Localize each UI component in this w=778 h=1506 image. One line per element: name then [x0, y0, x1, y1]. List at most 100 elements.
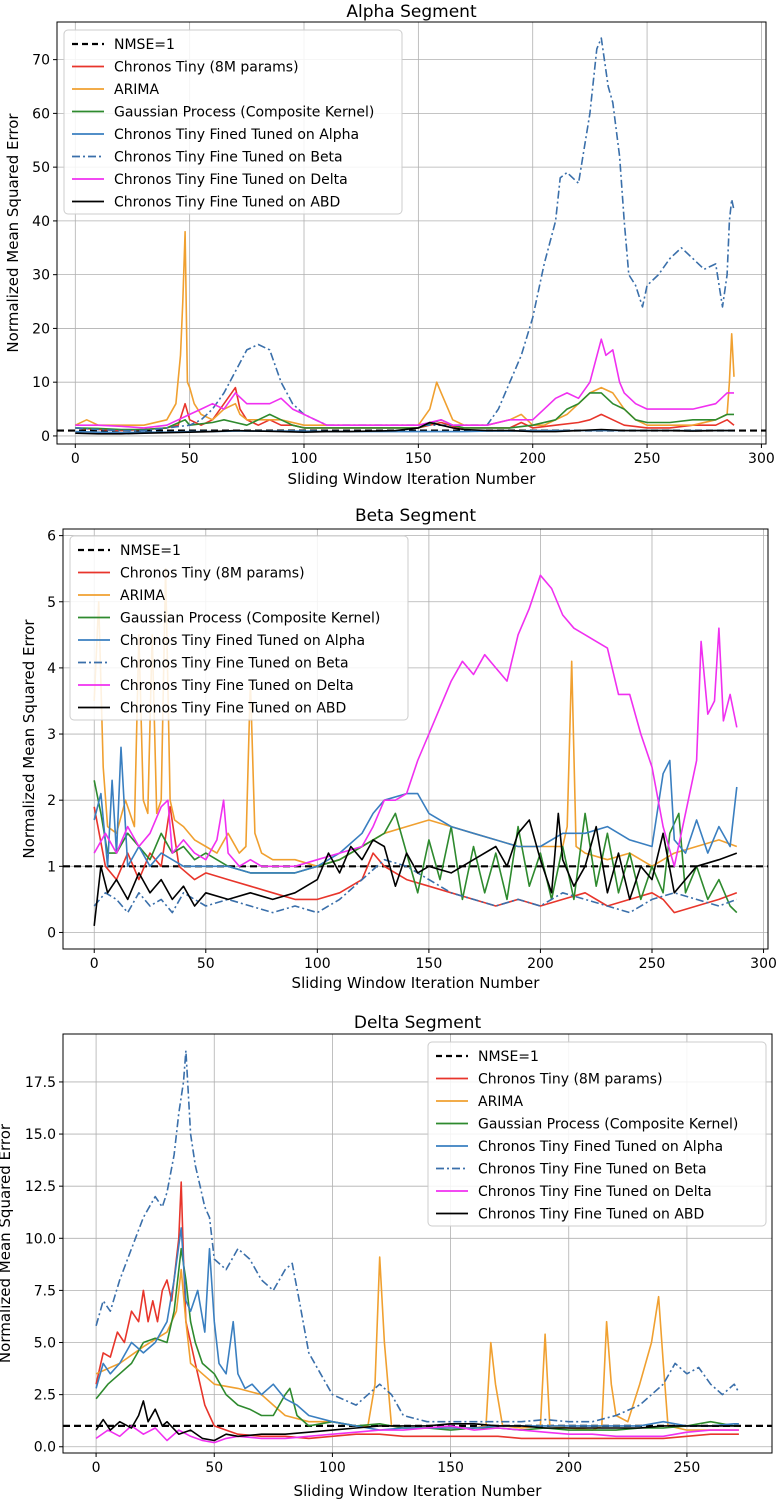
y-tick-label: 4 — [47, 661, 56, 677]
x-tick-label: 0 — [92, 1460, 101, 1476]
y-tick-label: 0.0 — [34, 1440, 56, 1456]
legend-label-3: Gaussian Process (Composite Kernel) — [478, 1117, 738, 1133]
legend-label-7: Chronos Tiny Fine Tuned on ABD — [478, 1207, 704, 1223]
y-tick-label: 2.5 — [34, 1388, 56, 1404]
x-tick-label: 150 — [437, 1460, 464, 1476]
chart-1: 0 50 100 150 200 250 300 0 1 2 3 4 5 6 Beta Segment Sli… — [20, 506, 777, 992]
x-tick-label: 250 — [639, 956, 666, 972]
y-tick-label: 0 — [41, 429, 50, 445]
x-tick-label: 250 — [634, 451, 661, 467]
x-tick-label: 50 — [181, 451, 199, 467]
legend-label-4: Chronos Tiny Fined Tuned on Alpha — [120, 633, 365, 649]
legend: NMSE=1 Chronos Tiny (8M params) ARIMA Gauss… — [63, 29, 403, 215]
legend-label-6: Chronos Tiny Fine Tuned on Delta — [120, 678, 354, 694]
legend-label-3: Gaussian Process (Composite Kernel) — [114, 105, 374, 121]
plot-frame — [62, 528, 769, 950]
series-line-6 — [95, 1400, 739, 1442]
y-axis-label: Normalized Mean Squared Error — [4, 113, 22, 353]
series-line-3 — [93, 746, 738, 874]
y-tick-label: 70 — [32, 53, 50, 69]
chart-2: 0 50 100 150 200 250 0.0 2.5 5.0 7.5 10.0 12.5 15.0 1… — [0, 1013, 773, 1500]
x-axis-label: Sliding Window Iteration Number — [288, 470, 537, 488]
y-tick-label: 2 — [47, 793, 56, 809]
y-tick-label: 5.0 — [34, 1336, 56, 1352]
y-tick-label: 5 — [47, 595, 56, 611]
legend-label-1: Chronos Tiny (8M params) — [478, 1072, 663, 1088]
legend-label-3: Gaussian Process (Composite Kernel) — [120, 611, 380, 627]
y-tick-label: 30 — [32, 268, 50, 284]
x-tick-label: 150 — [405, 451, 432, 467]
plot-frame — [56, 21, 767, 445]
y-tick-label: 0 — [47, 925, 56, 941]
y-tick-label: 20 — [32, 321, 50, 337]
x-tick-label: 50 — [205, 1460, 223, 1476]
legend-box — [69, 535, 409, 721]
series-line-2 — [93, 780, 738, 914]
legend-label-6: Chronos Tiny Fine Tuned on Delta — [114, 172, 348, 188]
legend-label-4: Chronos Tiny Fined Tuned on Alpha — [478, 1139, 723, 1155]
legend-label-1: Chronos Tiny (8M params) — [120, 566, 305, 582]
legend-label-2: ARIMA — [114, 82, 160, 98]
series-line-1 — [95, 1256, 739, 1431]
series-group — [93, 567, 738, 926]
legend-box — [63, 29, 403, 215]
series-line-4 — [75, 37, 735, 432]
x-tick-label: 200 — [519, 451, 546, 467]
legend-label-4: Chronos Tiny Fined Tuned on Alpha — [114, 127, 359, 143]
series-line-4 — [93, 858, 738, 914]
y-axis-label: Normalized Mean Squared Error — [20, 619, 38, 859]
y-tick-label: 10.0 — [25, 1231, 56, 1247]
legend-label-5: Chronos Tiny Fine Tuned on Beta — [478, 1162, 707, 1178]
chart-0: 0 50 100 150 200 250 300 0 10 20 30 40 50 60 70 Alpha S… — [4, 2, 775, 488]
series-group — [74, 37, 735, 435]
y-tick-label: 3 — [47, 727, 56, 743]
legend-label-5: Chronos Tiny Fine Tuned on Beta — [120, 656, 349, 672]
chart-title: Beta Segment — [355, 506, 476, 526]
y-tick-label: 10 — [32, 375, 50, 391]
series-line-6 — [93, 812, 738, 926]
x-tick-label: 100 — [291, 451, 318, 467]
y-tick-label: 1 — [47, 859, 56, 875]
series-line-4 — [95, 1049, 740, 1423]
series-line-0 — [95, 1181, 739, 1440]
legend-label-7: Chronos Tiny Fine Tuned on ABD — [114, 195, 340, 211]
x-tick-label: 150 — [416, 956, 443, 972]
y-axis-label: Normalized Mean Squared Error — [0, 1123, 14, 1363]
series-line-1 — [93, 567, 738, 868]
y-tick-label: 40 — [32, 214, 50, 230]
x-tick-label: 0 — [71, 451, 80, 467]
x-tick-label: 200 — [527, 956, 554, 972]
plot-frame — [62, 1033, 773, 1454]
y-tick-label: 12.5 — [25, 1179, 56, 1195]
series-line-2 — [75, 392, 734, 431]
legend-label-2: ARIMA — [120, 588, 166, 604]
series-line-5 — [75, 338, 734, 429]
x-tick-label: 300 — [750, 956, 777, 972]
x-tick-label: 200 — [555, 1460, 582, 1476]
x-tick-label: 100 — [319, 1460, 346, 1476]
x-tick-label: 250 — [674, 1460, 701, 1476]
series-group — [95, 1049, 740, 1444]
series-line-3 — [95, 1227, 739, 1431]
x-tick-label: 50 — [197, 956, 215, 972]
y-tick-label: 17.5 — [25, 1075, 56, 1091]
x-axis-label: Sliding Window Iteration Number — [294, 1482, 543, 1500]
series-line-6 — [75, 421, 734, 435]
legend: NMSE=1 Chronos Tiny (8M params) ARIMA Gauss… — [427, 1041, 767, 1227]
y-tick-label: 60 — [32, 106, 50, 122]
series-line-2 — [95, 1247, 739, 1431]
x-tick-label: 0 — [90, 956, 99, 972]
legend-label-5: Chronos Tiny Fine Tuned on Beta — [114, 150, 343, 166]
legend-label-6: Chronos Tiny Fine Tuned on Delta — [478, 1184, 712, 1200]
y-tick-label: 15.0 — [25, 1127, 56, 1143]
legend-label-1: Chronos Tiny (8M params) — [114, 60, 299, 76]
chart-title: Alpha Segment — [346, 2, 477, 22]
x-tick-label: 300 — [748, 451, 775, 467]
legend-label-2: ARIMA — [478, 1094, 524, 1110]
chart-title: Delta Segment — [354, 1013, 482, 1033]
y-tick-label: 50 — [32, 160, 50, 176]
y-tick-label: 7.5 — [34, 1283, 56, 1299]
legend-label-0: NMSE=1 — [120, 543, 181, 559]
